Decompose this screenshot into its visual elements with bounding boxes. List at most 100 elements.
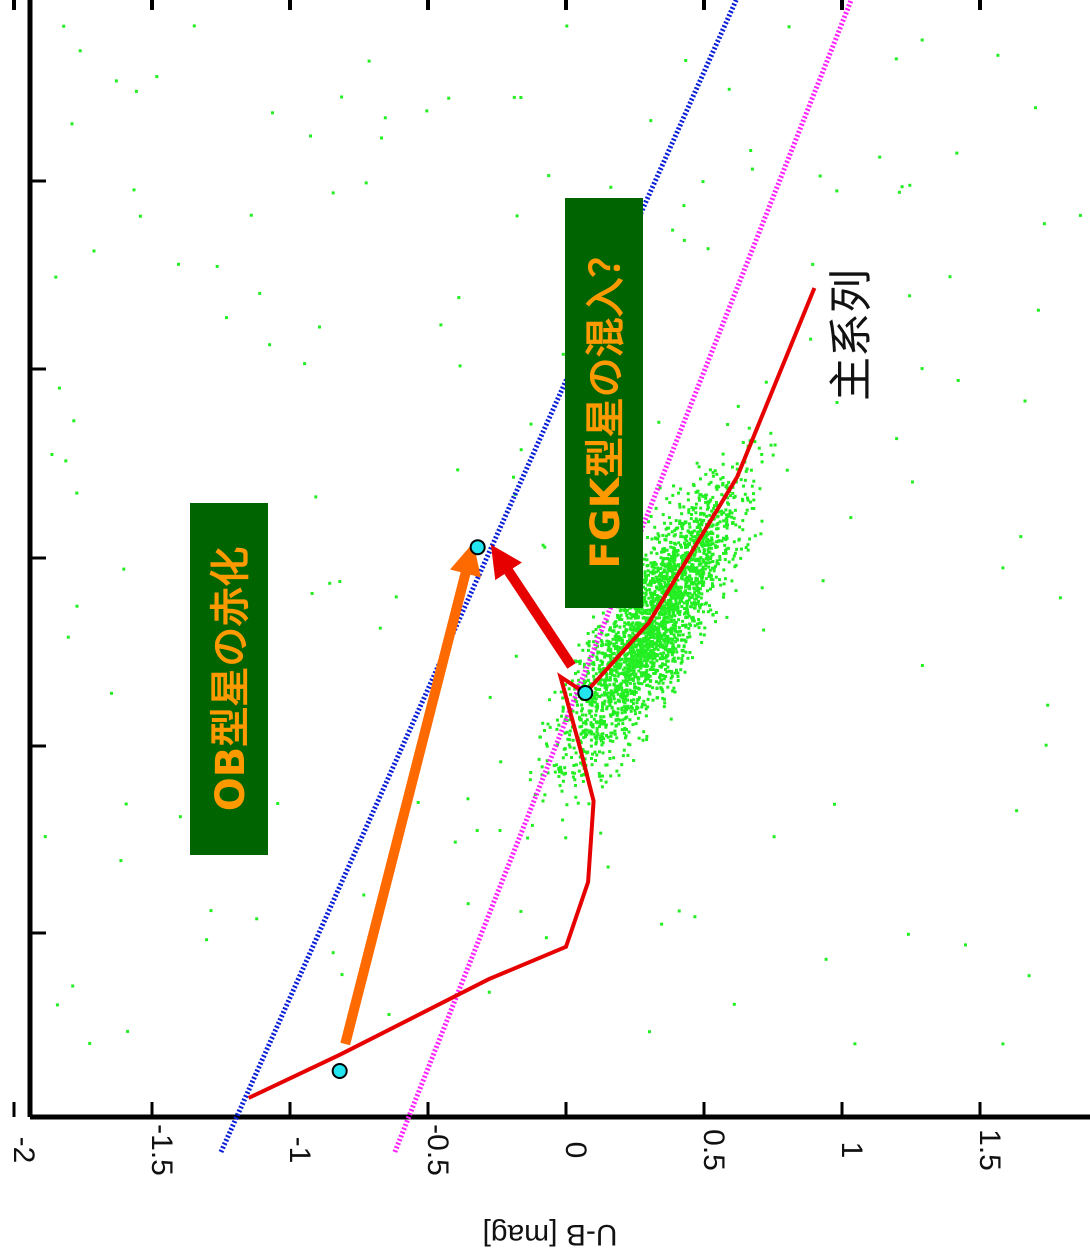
scatter-point (653, 566, 657, 570)
scatter-point (759, 532, 763, 536)
scatter-point (652, 664, 656, 668)
scatter-point (574, 763, 578, 767)
scatter-point (674, 572, 677, 576)
scatter-point (626, 753, 630, 757)
scatter-point (605, 707, 609, 711)
scatter-point (587, 640, 591, 644)
scatter-point (956, 379, 960, 382)
scatter-point (581, 648, 585, 652)
scatter-point (717, 510, 721, 514)
scatter-point (764, 380, 768, 384)
scatter-point (580, 731, 584, 735)
scatter-point (689, 558, 693, 562)
scatter-point (616, 717, 620, 721)
scatter-point (708, 513, 712, 517)
scatter-point (706, 548, 710, 552)
scatter-point (664, 654, 668, 658)
scatter-point (617, 635, 621, 639)
scatter-point (714, 564, 718, 568)
scatter-point (672, 564, 676, 568)
scatter-point (1015, 809, 1019, 813)
scatter-point (686, 498, 690, 502)
scatter-point (663, 697, 666, 701)
scatter-point (567, 687, 571, 691)
scatter-point (126, 1029, 130, 1033)
contamination-arrow (490, 544, 576, 669)
scatter-point (614, 669, 618, 672)
scatter-point (692, 619, 696, 623)
scatter-point (641, 702, 644, 706)
scatter-point (714, 611, 718, 614)
scatter-point (583, 757, 587, 761)
scatter-point (641, 611, 645, 615)
scatter-point (661, 690, 665, 694)
scatter-point (595, 730, 599, 734)
scatter-point (677, 644, 681, 648)
scatter-point (651, 640, 655, 644)
scatter-point (714, 575, 718, 579)
scatter-point (629, 709, 633, 713)
scatter-point (714, 620, 717, 624)
scatter-point (663, 564, 667, 568)
scatter-point (676, 606, 680, 610)
scatter-point (663, 521, 666, 525)
scatter-point (636, 643, 640, 647)
scatter-point (711, 585, 715, 588)
scatter-point (571, 775, 575, 779)
scatter-point (644, 616, 648, 620)
scatter-point (618, 625, 622, 629)
scatter-point (687, 626, 691, 630)
scatter-point (645, 668, 649, 672)
scatter-point (699, 621, 703, 625)
scatter-point (615, 736, 619, 740)
scatter-point (658, 638, 662, 642)
scatter-point (670, 556, 674, 560)
scatter-point (699, 632, 703, 636)
scatter-point (666, 620, 670, 624)
scatter-point (613, 701, 617, 705)
scatter-point (537, 757, 541, 761)
scatter-point (716, 534, 720, 538)
scatter-point (590, 714, 594, 718)
scatter-point (680, 527, 684, 531)
scatter-point (646, 536, 649, 539)
scatter-point (621, 638, 624, 642)
scatter-point (690, 563, 694, 566)
scatter-point (669, 717, 673, 721)
scatter-point (587, 802, 591, 806)
scatter-point (625, 683, 629, 687)
scatter-point (678, 502, 682, 506)
scatter-point (624, 654, 628, 658)
scatter-point (624, 734, 628, 738)
scatter-point (682, 557, 686, 561)
scatter-point (685, 603, 689, 607)
scatter-point (655, 653, 659, 657)
scatter-point (694, 576, 698, 580)
scatter-point (634, 629, 638, 633)
scatter-point (697, 546, 701, 550)
scatter-point (598, 750, 601, 754)
scatter-point (704, 564, 708, 567)
scatter-point (613, 635, 617, 639)
scatter-point (678, 589, 682, 593)
scatter-point (594, 634, 598, 638)
scatter-point (603, 691, 606, 695)
scatter-point (636, 686, 640, 690)
scatter-point (694, 506, 698, 510)
scatter-point (691, 566, 695, 570)
scatter-point (645, 558, 649, 562)
scatter-point (646, 632, 650, 636)
scatter-point (1034, 106, 1037, 110)
scatter-point (772, 835, 776, 839)
scatter-point (727, 480, 731, 484)
scatter-point (643, 631, 647, 635)
scatter-point (1001, 566, 1005, 570)
scatter-point (649, 515, 653, 518)
scatter-point (683, 569, 687, 573)
scatter-point (609, 700, 613, 703)
scatter-point (614, 620, 618, 624)
scatter-point (637, 606, 641, 610)
scatter-point (626, 742, 630, 746)
scatter-point (623, 709, 627, 713)
scatter-point (702, 610, 705, 614)
